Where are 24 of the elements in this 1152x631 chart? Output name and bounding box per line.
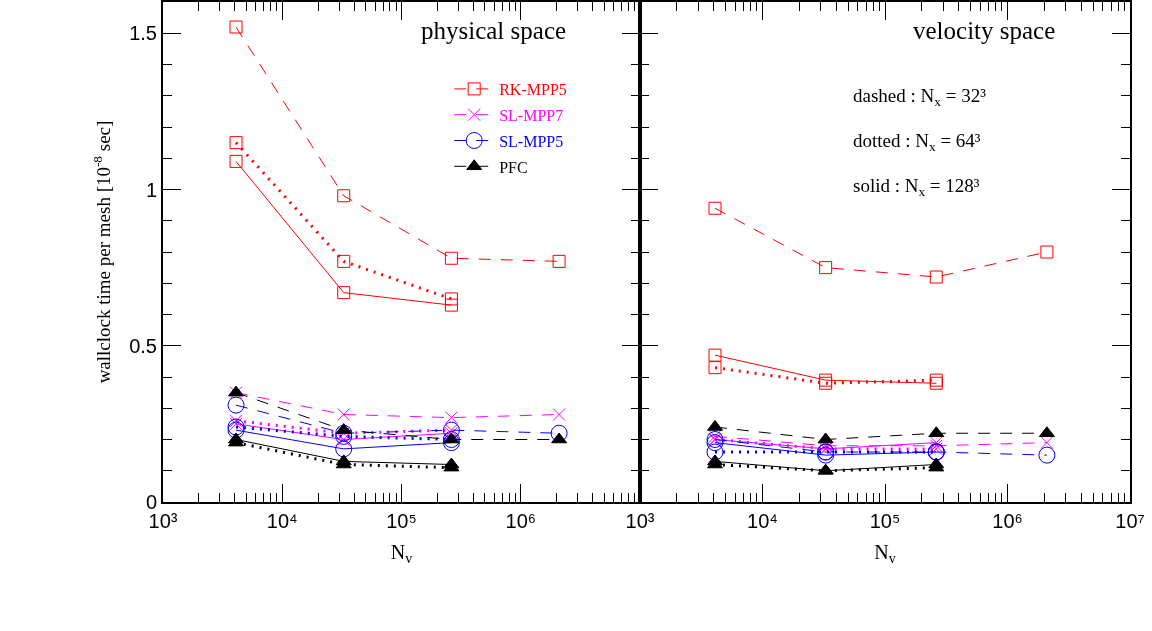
x-tick-label: 10⁷ — [1115, 510, 1145, 532]
x-axis-title: N$_{v}$ — [874, 541, 896, 567]
annotation: velocity space — [913, 17, 1056, 44]
x-tick-label: 10⁵ — [386, 510, 417, 532]
annotation: physical space — [421, 17, 567, 44]
annotation: dashed : N$_{x}$ = 32³ — [853, 85, 987, 109]
x-tick-label: 10⁴ — [747, 510, 778, 532]
annotation: solid : N$_{x}$ = 128³ — [853, 175, 980, 199]
x-tick-label: 10⁶ — [992, 510, 1023, 532]
legend-label: PFC — [499, 158, 528, 176]
legend-label: SL-MPP7 — [499, 106, 564, 124]
x-axis-title: N$_{v}$ — [390, 541, 413, 567]
x-tick-label: 10³ — [625, 510, 655, 532]
legend-label: RK-MPP5 — [499, 81, 567, 99]
y-tick-label: 0 — [145, 491, 157, 513]
y-tick-label: 0.5 — [129, 334, 157, 357]
x-tick-label: 10⁶ — [505, 510, 536, 532]
x-tick-label: 10⁵ — [869, 510, 901, 532]
legend-label: SL-MPP5 — [499, 132, 564, 150]
y-tick-label: 1 — [145, 178, 157, 201]
y-tick-label: 1.5 — [129, 22, 157, 45]
x-tick-label: 10⁴ — [266, 510, 298, 532]
annotation: dotted : N$_{x}$ = 64³ — [853, 130, 981, 154]
x-tick-label: 10³ — [148, 510, 178, 532]
